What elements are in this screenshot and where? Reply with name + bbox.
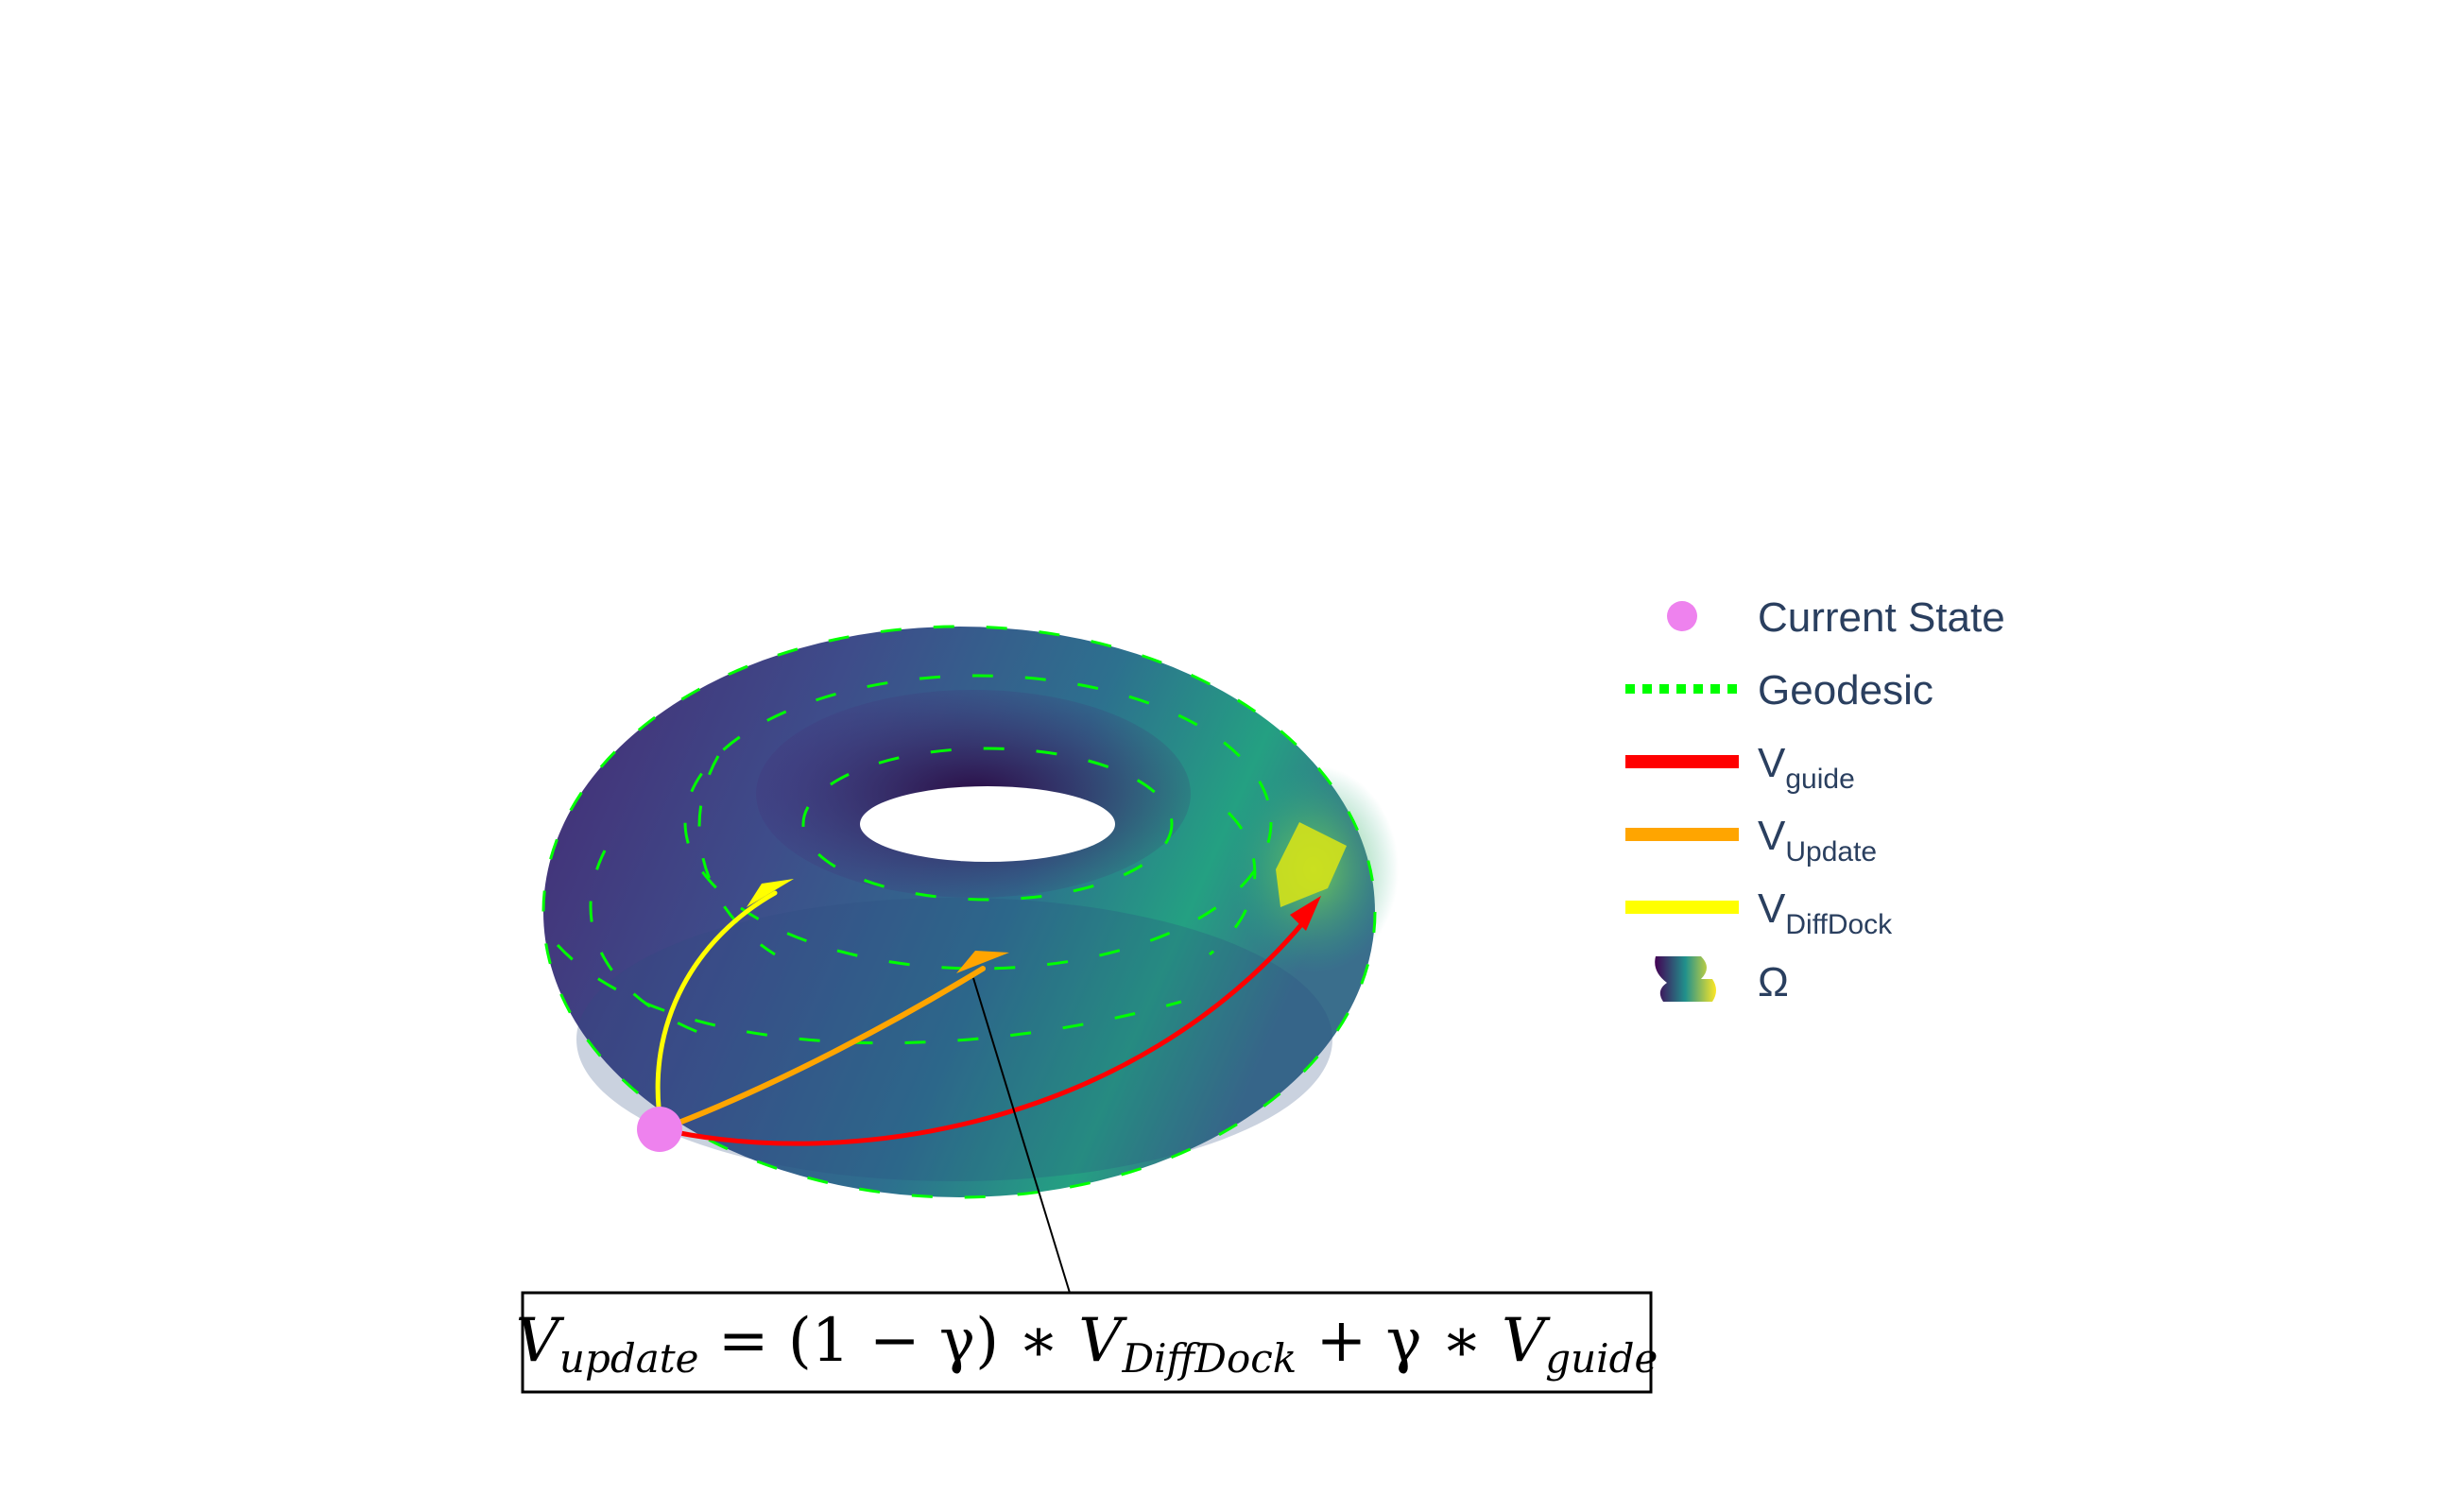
legend-v-guide-label: Vguide [1758, 740, 1855, 795]
geodesic-lines [541, 625, 1377, 1199]
eq-term1-sub: DiffDock [1121, 1335, 1297, 1382]
legend-item-omega[interactable]: Ω [1655, 956, 1789, 1005]
eq-lhs-sub: update [559, 1335, 699, 1382]
current-state-marker [637, 1107, 682, 1152]
legend-current-state-label: Current State [1758, 594, 2005, 641]
eq-lhs-var: V [516, 1306, 565, 1376]
legend-v-update-label: VUpdate [1758, 813, 1877, 868]
legend-v-diffdock-label: VDiffDock [1758, 885, 1893, 940]
v-diffdock-arrow [655, 890, 778, 1132]
equation-pointer [972, 977, 1071, 1294]
eq-equals: = (1 − γ) ∗ [699, 1306, 1079, 1376]
v-update-arrow [659, 966, 986, 1132]
legend-item-v-update[interactable]: VUpdate [1625, 813, 1877, 868]
legend-omega-label: Ω [1758, 959, 1789, 1005]
legend-item-v-diffdock[interactable]: VDiffDock [1625, 885, 1893, 940]
torus-surface [543, 627, 1399, 1197]
legend-current-state-swatch [1667, 601, 1697, 631]
equation-box [521, 1291, 1653, 1394]
eq-plus: + γ ∗ [1297, 1306, 1502, 1376]
legend-geodesic-label: Geodesic [1758, 667, 1933, 713]
v-guide-arrow [659, 919, 1307, 1146]
legend-item-geodesic[interactable]: Geodesic [1625, 667, 1933, 713]
legend-item-current-state[interactable]: Current State [1667, 594, 2005, 641]
eq-term1-var: V [1078, 1306, 1127, 1376]
legend: Current State Geodesic Vguide VUpdate VD… [1625, 594, 2005, 1005]
vectors [655, 879, 1321, 1146]
target-region [1276, 822, 1347, 907]
eq-term2-sub: guide [1545, 1335, 1658, 1382]
legend-item-v-guide[interactable]: Vguide [1625, 740, 1855, 795]
legend-omega-swatch [1655, 956, 1716, 1002]
equation-text: Vupdate = (1 − γ) ∗ VDiffDock + γ ∗ Vgui… [516, 1306, 1658, 1382]
eq-term2-var: V [1502, 1306, 1551, 1376]
